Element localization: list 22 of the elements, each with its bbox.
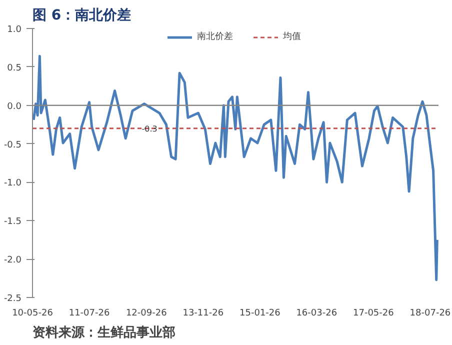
x-tick-label: 15-01-26 — [240, 308, 281, 318]
x-tick-label: 10-05-26 — [12, 308, 54, 318]
line-series — [32, 54, 438, 282]
y-tick-label: -2.0 — [4, 256, 22, 266]
x-tick-label: 17-05-26 — [353, 308, 394, 318]
y-tick-label: -1.0 — [4, 178, 22, 189]
legend-label: 南北价差 — [197, 30, 233, 43]
y-tick-label: 0.0 — [7, 102, 22, 112]
text: 资料来源：生鲜品事业部 — [32, 324, 176, 340]
y-tick-label: 1.0 — [7, 25, 22, 35]
y-tick-label: -0.5 — [4, 140, 22, 150]
x-tick-label: 18-07-26 — [410, 308, 451, 318]
x-tick-label: 12-09-26 — [126, 308, 168, 318]
x-tick-label: 16-03-26 — [296, 308, 338, 318]
y-tick-label: -1.5 — [4, 217, 22, 228]
legend-label: 均值 — [283, 30, 302, 43]
annotation: -0.3 — [142, 124, 158, 134]
x-tick-label: 11-07-26 — [68, 308, 110, 318]
chart-title: 图 6：南北价差 — [32, 8, 132, 24]
x-tick-label: 13-11-26 — [182, 308, 224, 318]
y-tick-label: -2.5 — [4, 294, 22, 304]
y-tick-label: 0.5 — [7, 63, 22, 74]
